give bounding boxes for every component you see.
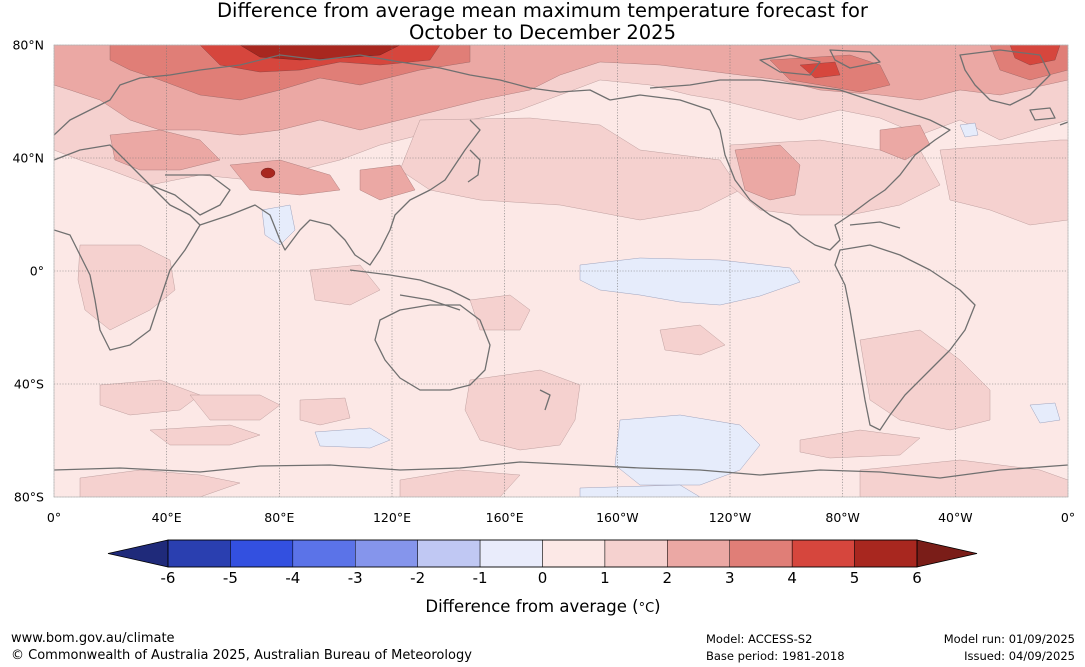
lon-label: 0° — [47, 510, 61, 525]
colorbar-tick-label: -2 — [410, 569, 425, 587]
colorbar-frame — [167, 539, 918, 568]
lat-label: 80°N — [12, 38, 44, 53]
lat-label: 40°N — [12, 151, 44, 166]
colorbar-tick-label: -1 — [473, 569, 488, 587]
coastlines — [54, 49, 1068, 479]
colorbar-tick-label: 6 — [912, 569, 922, 587]
colorbar-tick-label: -3 — [348, 569, 363, 587]
colorbar-tick-label: -6 — [161, 569, 176, 587]
colorbar-segment — [479, 539, 543, 568]
lon-label: 160°W — [596, 510, 638, 525]
footer-model: Model: ACCESS-S2 — [706, 632, 813, 646]
lon-label: 40°E — [152, 510, 182, 525]
colorbar-segment — [230, 539, 294, 568]
colorbar-segment — [604, 539, 668, 568]
lon-label: 80°W — [825, 510, 860, 525]
colorbar-segment — [667, 539, 730, 568]
lon-label: 120°E — [373, 510, 411, 525]
colorbar-title-main: Difference from average ( — [425, 597, 638, 616]
lon-label: 80°E — [264, 510, 294, 525]
lon-label: 0° — [1061, 510, 1075, 525]
anomaly-fill — [54, 45, 1068, 497]
colorbar-title: Difference from average (°C) — [425, 597, 660, 616]
map-title: Difference from average mean maximum tem… — [0, 0, 1085, 44]
colorbar-segment — [355, 539, 418, 568]
lat-label: 80°S — [14, 490, 44, 505]
colorbar-segment — [167, 539, 231, 568]
lat-label: 40°S — [14, 377, 44, 392]
title-line-1: Difference from average mean maximum tem… — [217, 0, 868, 22]
title-line-2: October to December 2025 — [409, 21, 676, 44]
colorbar-title-close: ) — [654, 597, 660, 616]
colorbar-tick-label: 5 — [850, 569, 860, 587]
footer-website[interactable]: www.bom.gov.au/climate — [11, 631, 175, 646]
lon-label: 160°E — [486, 510, 524, 525]
colorbar-tick-label: 4 — [787, 569, 797, 587]
lon-label: 40°W — [938, 510, 973, 525]
longitude-labels: 0° 40°E 80°E 120°E 160°E 160°W 120°W 80°W 40°W 0° — [47, 510, 1075, 525]
colorbar-segment — [292, 539, 356, 568]
colorbar-under-arrow — [107, 539, 169, 568]
colorbar-segment — [417, 539, 481, 568]
colorbar-tick-label: -4 — [285, 569, 300, 587]
footer-copyright: © Commonwealth of Australia 2025, Austra… — [11, 648, 472, 663]
colorbar-over-arrow — [916, 539, 978, 568]
latitude-labels: 80°N 40°N 0° 40°S 80°S — [12, 38, 44, 505]
lat-label: 0° — [30, 264, 44, 279]
footer-issued: Issued: 04/09/2025 — [964, 649, 1075, 663]
colorbar-segment — [791, 539, 855, 568]
colorbar-segment — [729, 539, 793, 568]
footer-model-run: Model run: 01/09/2025 — [943, 632, 1075, 646]
colorbar-segment — [854, 539, 918, 568]
colorbar-segment — [542, 539, 606, 568]
colorbar-tick-label: -5 — [223, 569, 238, 587]
colorbar-tick-label: 2 — [663, 569, 673, 587]
colorbar-tick-label: 3 — [725, 569, 735, 587]
colorbar: -6 -5 -4 -3 -2 -1 0 1 2 3 4 5 6 — [107, 539, 978, 587]
map-frame — [53, 44, 1069, 498]
colorbar-title-unit: °C — [639, 601, 655, 616]
colorbar-tick-label: 0 — [538, 569, 548, 587]
lon-label: 120°W — [709, 510, 751, 525]
footer-base-period: Base period: 1981-2018 — [706, 649, 845, 663]
colorbar-tick-label: 1 — [600, 569, 610, 587]
